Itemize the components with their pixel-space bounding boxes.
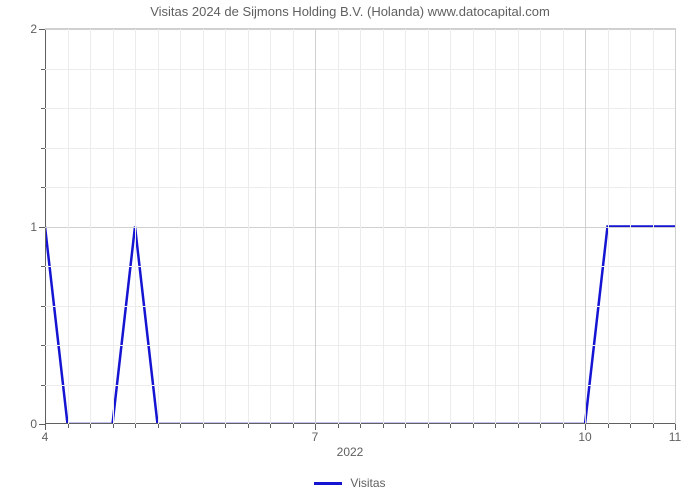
y-tick-label: 0 <box>30 417 37 431</box>
x-axis-title: 2022 <box>0 445 700 459</box>
x-tick-label: 4 <box>42 430 49 444</box>
legend-swatch <box>314 482 342 485</box>
x-minor-gridline <box>158 29 159 424</box>
x-minor-gridline <box>248 29 249 424</box>
x-minor-gridline <box>270 29 271 424</box>
x-minor-gridline <box>383 29 384 424</box>
legend-label: Visitas <box>350 476 385 490</box>
x-minor-tick <box>293 424 294 428</box>
x-minor-tick <box>360 424 361 428</box>
y-minor-tick <box>41 148 45 149</box>
x-minor-tick <box>135 424 136 428</box>
x-minor-tick <box>383 424 384 428</box>
x-minor-gridline <box>473 29 474 424</box>
x-minor-tick <box>270 424 271 428</box>
x-minor-gridline <box>90 29 91 424</box>
y-major-tick <box>39 227 45 228</box>
x-minor-tick <box>113 424 114 428</box>
x-major-gridline <box>315 29 316 424</box>
x-minor-tick <box>495 424 496 428</box>
x-minor-tick <box>248 424 249 428</box>
y-minor-tick <box>41 69 45 70</box>
x-minor-tick <box>563 424 564 428</box>
x-minor-tick <box>540 424 541 428</box>
x-minor-tick <box>630 424 631 428</box>
x-minor-gridline <box>338 29 339 424</box>
x-minor-gridline <box>135 29 136 424</box>
x-minor-gridline <box>405 29 406 424</box>
x-minor-gridline <box>608 29 609 424</box>
x-major-gridline <box>585 29 586 424</box>
x-minor-tick <box>225 424 226 428</box>
x-minor-tick <box>608 424 609 428</box>
x-tick-label: 10 <box>578 430 591 444</box>
x-minor-tick <box>203 424 204 428</box>
x-minor-gridline <box>630 29 631 424</box>
x-minor-tick <box>653 424 654 428</box>
legend: Visitas <box>0 476 700 490</box>
x-minor-tick <box>428 424 429 428</box>
x-minor-gridline <box>540 29 541 424</box>
x-minor-tick <box>518 424 519 428</box>
chart-title: Visitas 2024 de Sijmons Holding B.V. (Ho… <box>0 4 700 19</box>
x-minor-tick <box>338 424 339 428</box>
x-minor-tick <box>180 424 181 428</box>
x-minor-tick <box>473 424 474 428</box>
y-tick-label: 1 <box>30 220 37 234</box>
x-minor-tick <box>68 424 69 428</box>
x-minor-gridline <box>68 29 69 424</box>
x-minor-gridline <box>653 29 654 424</box>
x-minor-gridline <box>293 29 294 424</box>
x-minor-tick <box>405 424 406 428</box>
y-minor-tick <box>41 345 45 346</box>
x-tick-label: 11 <box>669 430 681 444</box>
x-minor-tick <box>158 424 159 428</box>
x-minor-tick <box>90 424 91 428</box>
x-minor-gridline <box>518 29 519 424</box>
x-minor-gridline <box>360 29 361 424</box>
y-major-tick <box>39 29 45 30</box>
chart-container: Visitas 2024 de Sijmons Holding B.V. (Ho… <box>0 0 700 500</box>
y-tick-label: 2 <box>30 22 37 36</box>
y-minor-tick <box>41 266 45 267</box>
y-minor-tick <box>41 108 45 109</box>
x-minor-gridline <box>113 29 114 424</box>
plot-area: 012471011 <box>45 28 676 424</box>
x-minor-gridline <box>203 29 204 424</box>
x-minor-gridline <box>428 29 429 424</box>
x-minor-gridline <box>450 29 451 424</box>
x-minor-gridline <box>225 29 226 424</box>
x-minor-gridline <box>495 29 496 424</box>
x-minor-gridline <box>563 29 564 424</box>
y-minor-tick <box>41 385 45 386</box>
y-minor-tick <box>41 187 45 188</box>
x-minor-tick <box>450 424 451 428</box>
x-tick-label: 7 <box>312 430 319 444</box>
x-minor-gridline <box>180 29 181 424</box>
y-minor-tick <box>41 306 45 307</box>
